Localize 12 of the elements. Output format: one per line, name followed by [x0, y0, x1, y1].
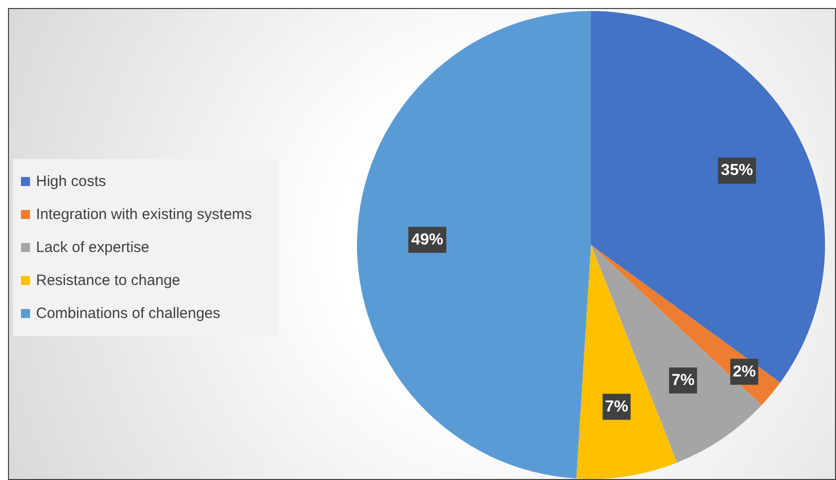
data-label: 7% [672, 372, 695, 389]
data-label: 49% [411, 231, 444, 248]
data-label: 35% [720, 162, 753, 180]
legend-label: Resistance to change [36, 272, 180, 289]
data-label: 2% [732, 363, 756, 380]
pie-slice [357, 11, 591, 479]
legend-label: Integration with existing systems [36, 206, 252, 223]
pie-slice [591, 245, 762, 463]
data-label: 7% [605, 398, 628, 416]
legend-label: Combinations of challenges [36, 305, 220, 322]
legend-label: Lack of expertise [36, 239, 150, 256]
legend-label: High costs [36, 173, 106, 190]
